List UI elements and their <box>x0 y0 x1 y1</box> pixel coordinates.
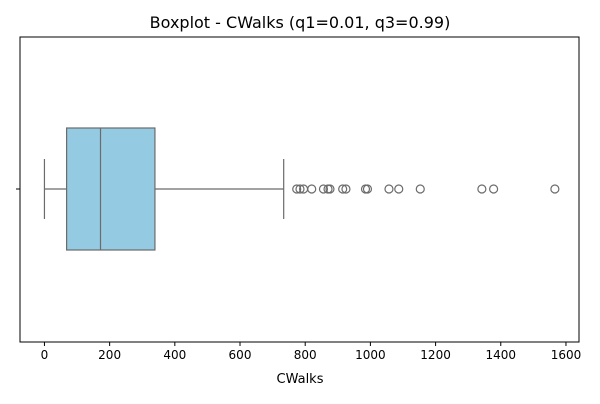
x-tick-label: 800 <box>294 348 317 362</box>
outlier-point <box>307 184 317 194</box>
x-tick-label: 1400 <box>485 348 516 362</box>
outlier-point <box>325 184 335 194</box>
x-tick-label: 0 <box>41 348 49 362</box>
outlier-point <box>362 184 373 194</box>
x-tick-label: 400 <box>163 348 186 362</box>
outlier-point <box>318 184 329 194</box>
iqr-box <box>66 127 156 251</box>
plot-area <box>43 127 560 251</box>
outlier-point <box>292 184 302 194</box>
x-tick-label: 1200 <box>420 348 451 362</box>
outlier-point <box>295 184 305 194</box>
outlier-point <box>477 184 487 194</box>
outlier-point <box>394 184 404 194</box>
x-tick-label: 1000 <box>355 348 386 362</box>
chart-title: Boxplot - CWalks (q1=0.01, q3=0.99) <box>150 13 451 32</box>
outlier-point <box>384 184 394 194</box>
outlier-point <box>415 184 425 194</box>
outlier-point <box>550 184 560 194</box>
x-axis: 0 200 400 600 800 1000 1200 1400 1600 <box>16 188 582 362</box>
outlier-point <box>338 184 348 194</box>
x-tick-label: 200 <box>98 348 121 362</box>
x-tick-label: 1600 <box>551 348 582 362</box>
outlier-point <box>341 184 351 194</box>
x-tick-label: 600 <box>229 348 252 362</box>
outlier-point <box>489 184 499 194</box>
x-axis-label: CWalks <box>277 372 324 387</box>
